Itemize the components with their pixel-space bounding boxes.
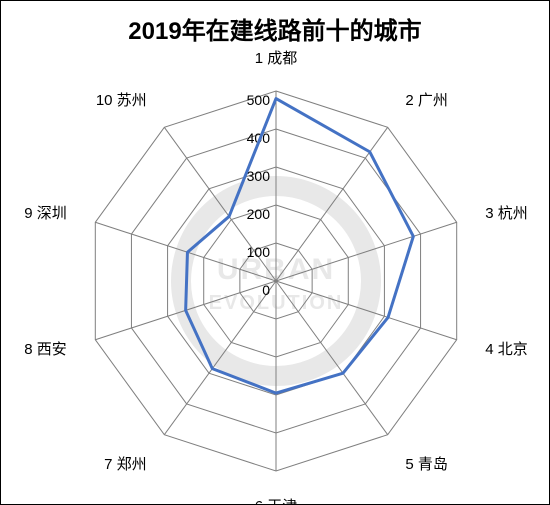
axis-label-3: 3 杭州 (485, 205, 528, 222)
chart-container: 2019年在建线路前十的城市 URBANEVOLUTION01002003004… (0, 0, 550, 505)
axis-label-5: 5 青岛 (405, 456, 448, 473)
radar-chart: URBANEVOLUTION01002003004005001 成都2 广州3 … (1, 1, 550, 505)
axis-label-4: 4 北京 (485, 341, 528, 358)
axis-label-6: 6 天津 (255, 498, 298, 505)
svg-text:0: 0 (262, 282, 270, 298)
svg-text:300: 300 (247, 168, 271, 184)
axis-label-8: 8 西安 (24, 341, 67, 358)
svg-text:200: 200 (247, 206, 271, 222)
axis-label-1: 1 成都 (255, 50, 298, 67)
svg-text:100: 100 (247, 244, 271, 260)
axis-label-2: 2 广州 (405, 92, 448, 109)
svg-text:500: 500 (247, 92, 271, 108)
axis-label-10: 10 苏州 (96, 92, 147, 109)
axis-label-7: 7 郑州 (104, 456, 147, 473)
axis-label-9: 9 深圳 (24, 205, 67, 222)
